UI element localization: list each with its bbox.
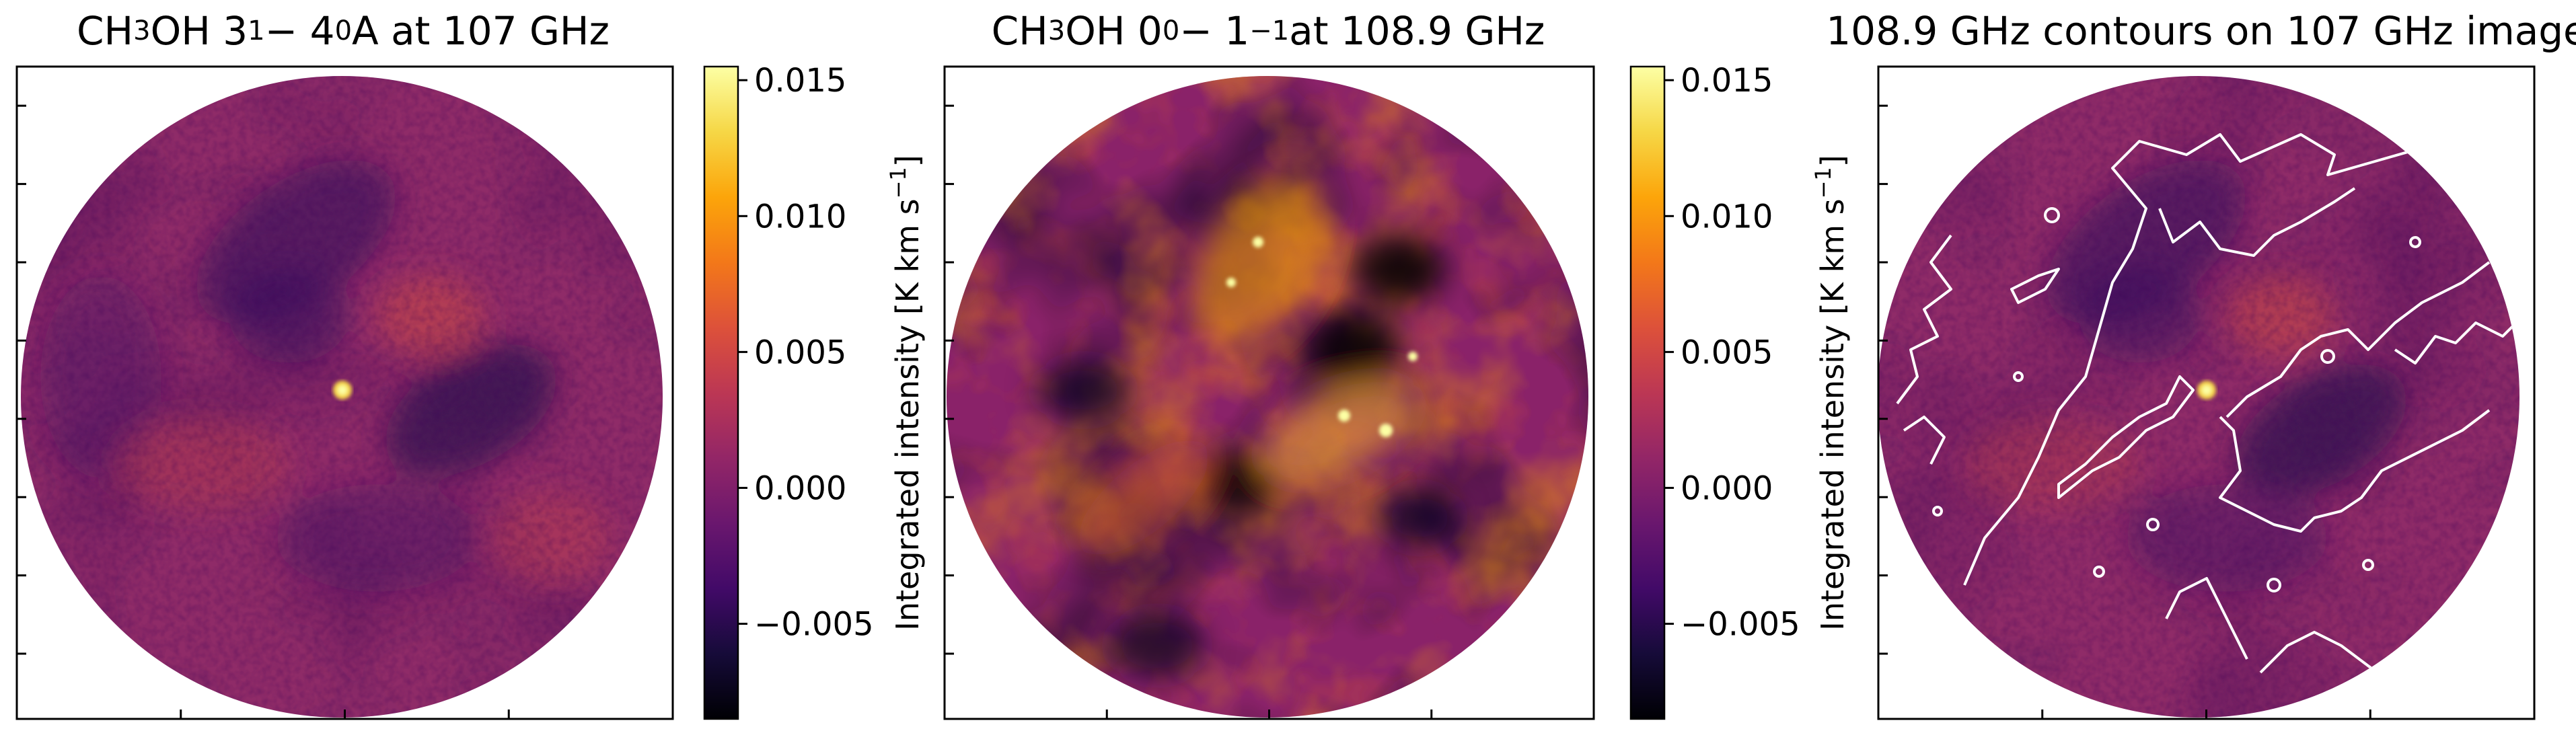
title-part: −1 [1249, 15, 1290, 46]
colorbar-tick-label: 0.015 [1681, 62, 1773, 100]
colorbar-1 [704, 67, 738, 719]
title-part: at 108.9 GHz [1289, 8, 1545, 54]
image-108-9ghz [947, 76, 1588, 718]
colorbar-label-end: ] [1814, 155, 1851, 167]
title-part: 0 [1162, 15, 1180, 46]
title-part: CH [991, 8, 1048, 54]
colorbar-tick-label: 0.010 [754, 198, 846, 235]
colorbar-tick-label: 0.005 [754, 334, 846, 371]
title-part: 0 [334, 15, 353, 46]
colorbar-tick-label: 0.005 [1681, 334, 1773, 371]
title-part: 108.9 GHz contours on 107 GHz image [1826, 8, 2576, 54]
colorbar-tick-label: −0.005 [1681, 606, 1800, 644]
colorbar-tick-label: −0.005 [754, 606, 874, 644]
colorbar-label-sup: −1 [885, 167, 911, 198]
axis-ticks-3 [1877, 104, 2536, 719]
colorbar-tick-label: 0.010 [1681, 198, 1773, 235]
colorbar-label-end: ] [889, 155, 926, 167]
colorbar-label-text: Integrated intensity [K km s [1814, 198, 1851, 630]
axis-ticks-2 [943, 104, 1595, 719]
colorbar-label-2: Integrated intensity [K km s−1] [1810, 155, 1851, 630]
axis-ticks-1 [15, 104, 674, 719]
colorbar-2 [1631, 67, 1664, 719]
title-part: 1 [248, 15, 265, 46]
colorbar-tick-label: 0.000 [1681, 469, 1773, 507]
title-part: OH 3 [150, 8, 248, 54]
colorbar-ticks-2: 0.015 0.010 0.005 0.000 −0.005 [1664, 62, 1800, 644]
title-part: 3 [1047, 15, 1066, 46]
image-contour-overlay [1878, 76, 2519, 718]
colorbar-label-text: Integrated intensity [K km s [889, 198, 926, 630]
title-part: − 1 [1179, 8, 1250, 54]
panel-title-contour-overlay: 108.9 GHz contours on 107 GHz image [1826, 4, 2576, 58]
image-107ghz [21, 76, 663, 718]
colorbar-label-1: Integrated intensity [K km s−1] [885, 155, 926, 630]
title-part: − 4 [264, 8, 335, 54]
colorbar-tick-label: 0.015 [754, 62, 846, 100]
title-part: 3 [133, 15, 151, 46]
title-part: A at 107 GHz [352, 8, 610, 54]
colorbar-label-sup: −1 [1810, 167, 1836, 198]
title-part: OH 0 [1065, 8, 1163, 54]
colorbar-ticks-1: 0.015 0.010 0.005 0.000 −0.005 [738, 62, 874, 644]
contours-108-9ghz [1896, 133, 2519, 687]
title-part: CH [76, 8, 134, 54]
colorbar-tick-label: 0.000 [754, 469, 846, 507]
